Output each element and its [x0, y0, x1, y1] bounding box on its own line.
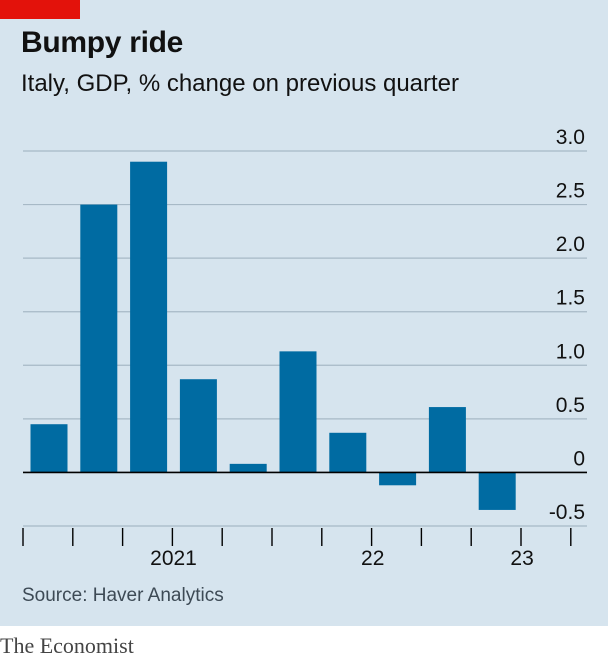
bar [329, 432, 367, 473]
y-tick-labels: 3.0 2.5 2.0 1.5 1.0 0.5 0 -0.5 [549, 126, 585, 524]
bar [478, 472, 516, 510]
y-tick-label: 1.0 [556, 340, 585, 363]
y-tick-label: 2.5 [556, 180, 585, 203]
source-note: Source: Haver Analytics [22, 585, 224, 606]
publisher-logo: The Economist [0, 633, 134, 658]
bar-chart: 3.0 2.5 2.0 1.5 1.0 0.5 0 -0.5 2021 22 23 [22, 126, 587, 570]
x-tick-label: 23 [510, 547, 533, 570]
bars [30, 161, 516, 510]
bar [80, 204, 118, 473]
bar [428, 407, 466, 473]
bar [279, 351, 317, 473]
y-tick-label: 2.0 [556, 233, 585, 256]
x-tick-label: 2021 [150, 547, 197, 570]
bar [229, 463, 267, 473]
bar [379, 472, 417, 486]
bar [30, 424, 68, 473]
y-tick-label: 3.0 [556, 126, 585, 149]
y-tick-label: 1.5 [556, 287, 585, 310]
bar [130, 161, 168, 473]
brand-red-tag [0, 0, 80, 19]
bar [179, 379, 217, 473]
x-tick-label: 22 [361, 547, 384, 570]
chart-subtitle: Italy, GDP, % change on previous quarter [21, 70, 460, 97]
x-axis [22, 471, 587, 546]
y-tick-label: 0.5 [556, 394, 585, 417]
y-tick-label: 0 [573, 447, 585, 470]
y-tick-label: -0.5 [549, 501, 585, 524]
chart-card: Bumpy ride Italy, GDP, % change on previ… [0, 0, 608, 626]
x-tick-labels: 2021 22 23 [150, 547, 534, 570]
chart-title: Bumpy ride [21, 26, 184, 59]
